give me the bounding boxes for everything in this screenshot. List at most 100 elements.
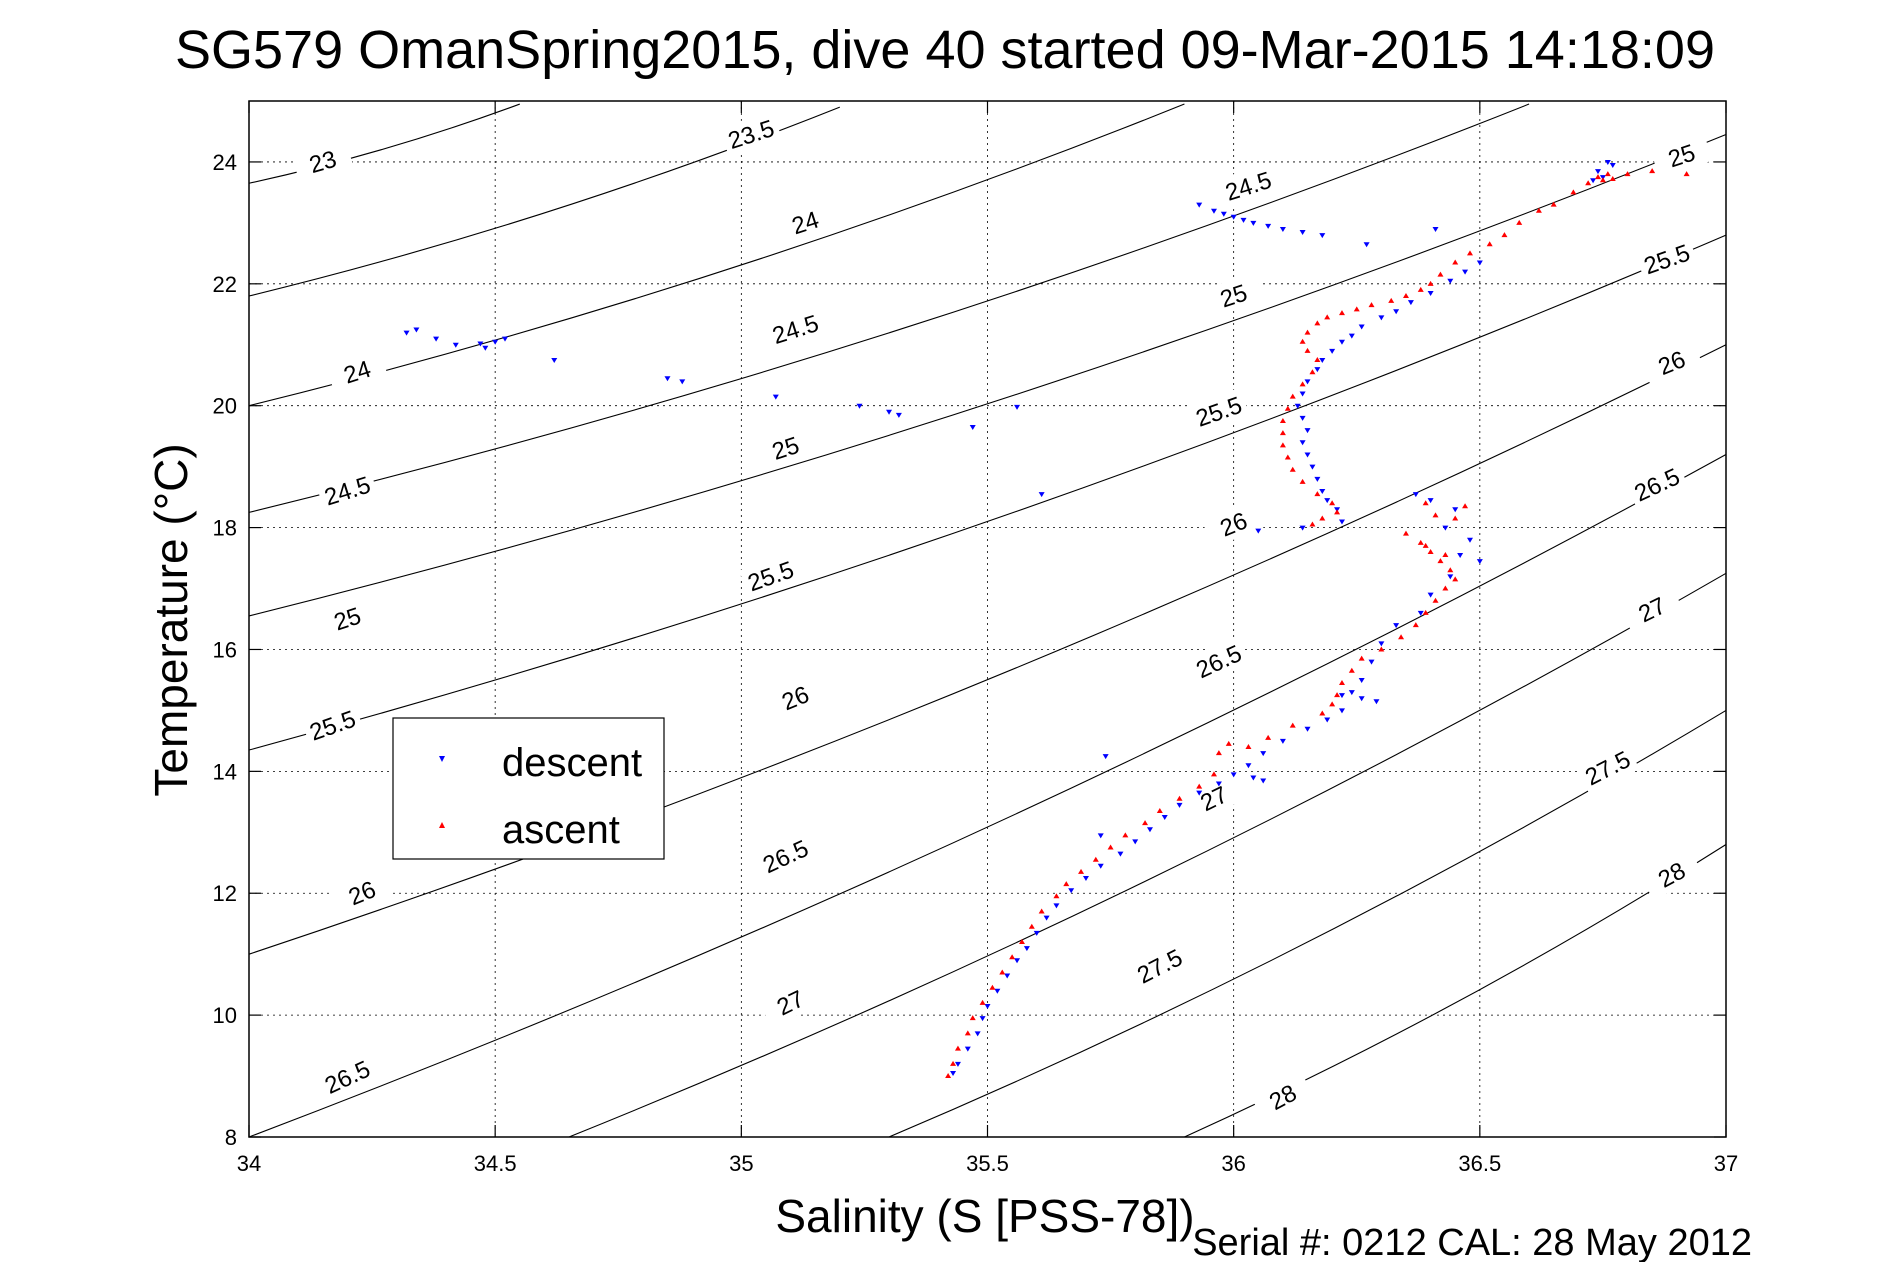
descent-point bbox=[1338, 693, 1345, 699]
ascent-point bbox=[954, 1045, 961, 1051]
descent-point bbox=[1260, 778, 1267, 784]
ascent-point bbox=[1304, 347, 1311, 353]
y-tick-label: 10 bbox=[213, 1003, 237, 1028]
ascent-point bbox=[1314, 357, 1321, 362]
ascent-point bbox=[1427, 280, 1434, 286]
ascent-point bbox=[1304, 329, 1311, 335]
descent-point bbox=[1432, 226, 1439, 232]
descent-point bbox=[664, 376, 671, 382]
contour-label-mask bbox=[754, 424, 817, 471]
x-tick-label: 35 bbox=[729, 1151, 753, 1176]
descent-point bbox=[502, 336, 509, 342]
ascent-point bbox=[969, 1015, 976, 1021]
contour-label: 25.5 bbox=[745, 556, 798, 597]
ascent-point bbox=[1063, 881, 1070, 887]
descent-point bbox=[1068, 888, 1075, 894]
x-tick-label: 34.5 bbox=[474, 1151, 517, 1176]
ascent-point bbox=[1649, 168, 1656, 174]
descent-point bbox=[1358, 677, 1365, 683]
ascent-point bbox=[1412, 622, 1419, 628]
descent-point bbox=[1363, 242, 1370, 248]
descent-point bbox=[1368, 659, 1375, 665]
descent-point bbox=[1146, 827, 1153, 833]
descent-point bbox=[1299, 230, 1306, 236]
descent-point bbox=[1319, 489, 1326, 495]
y-tick-label: 14 bbox=[213, 759, 237, 784]
descent-point bbox=[1014, 958, 1021, 964]
ascent-point bbox=[1279, 417, 1286, 423]
ascent-point bbox=[1309, 369, 1316, 375]
ascent-point bbox=[1319, 515, 1326, 521]
descent-point bbox=[1427, 592, 1434, 598]
descent-point bbox=[1215, 781, 1222, 787]
descent-point bbox=[1014, 404, 1021, 410]
ascent-point bbox=[1299, 381, 1306, 387]
sigma-contour-24.5 bbox=[248, 103, 1530, 513]
ascent-point bbox=[1432, 597, 1439, 603]
contour-label-mask bbox=[739, 552, 802, 599]
series-descent bbox=[403, 159, 1616, 1077]
descent-point bbox=[403, 330, 410, 336]
ascent-point bbox=[1437, 271, 1444, 277]
ascent-point bbox=[1442, 552, 1449, 558]
descent-point bbox=[482, 345, 489, 351]
descent-point bbox=[1102, 754, 1109, 760]
ascent-point bbox=[1402, 530, 1409, 536]
contour-label-mask bbox=[330, 867, 394, 917]
ascent-point bbox=[1284, 405, 1291, 411]
contour-label-mask bbox=[1127, 939, 1192, 992]
descent-point bbox=[969, 425, 976, 431]
ascent-point bbox=[1516, 219, 1523, 225]
descent-point bbox=[1161, 815, 1168, 821]
contour-label: 25.5 bbox=[306, 706, 359, 747]
contour-label-mask bbox=[1624, 458, 1689, 510]
ascent-point bbox=[1009, 954, 1016, 960]
x-tick-label: 37 bbox=[1714, 1151, 1738, 1176]
descent-point bbox=[1590, 178, 1597, 184]
sigma-contour-27 bbox=[568, 572, 1727, 1138]
ascent-point bbox=[1501, 232, 1508, 238]
sigma-contour-25 bbox=[248, 134, 1727, 617]
ascent-point bbox=[1466, 250, 1473, 256]
contour-label-mask bbox=[1186, 635, 1251, 687]
ascent-point bbox=[1225, 740, 1232, 746]
descent-point bbox=[452, 342, 459, 348]
x-tick-label: 36 bbox=[1221, 1151, 1245, 1176]
ascent-point bbox=[1599, 177, 1606, 183]
descent-point bbox=[1082, 876, 1089, 881]
descent-point bbox=[1304, 428, 1311, 434]
descent-point bbox=[1260, 751, 1267, 757]
descent-point bbox=[1132, 839, 1139, 845]
ascent-point bbox=[1279, 430, 1286, 436]
ascent-point bbox=[1338, 679, 1345, 685]
ascent-point bbox=[1142, 820, 1149, 826]
ascent-point bbox=[1215, 750, 1222, 756]
descent-point bbox=[551, 358, 558, 363]
descent-point bbox=[1033, 930, 1040, 936]
descent-point bbox=[1378, 641, 1385, 647]
descent-point bbox=[1097, 833, 1104, 839]
descent-point bbox=[1304, 379, 1311, 385]
descent-point bbox=[1279, 738, 1286, 744]
descent-point bbox=[1447, 278, 1454, 284]
y-tick-label: 16 bbox=[213, 637, 237, 662]
descent-point bbox=[994, 988, 1001, 994]
descent-point bbox=[1004, 973, 1011, 979]
descent-point bbox=[477, 341, 484, 347]
descent-point bbox=[1338, 339, 1345, 345]
sigma-contour-26 bbox=[248, 344, 1727, 955]
descent-point bbox=[1299, 525, 1306, 531]
descent-point bbox=[1476, 260, 1483, 266]
descent-point bbox=[1294, 403, 1301, 409]
descent-point bbox=[1378, 315, 1385, 321]
ascent-point bbox=[1289, 466, 1296, 472]
descent-point bbox=[1279, 226, 1286, 232]
ascent-point bbox=[1398, 634, 1405, 640]
descent-point bbox=[1196, 790, 1203, 796]
descent-point bbox=[1210, 208, 1217, 214]
ascent-point bbox=[1309, 521, 1316, 527]
descent-point bbox=[772, 394, 779, 400]
descent-point bbox=[1447, 574, 1454, 580]
descent-point bbox=[433, 336, 440, 342]
ascent-point bbox=[1432, 512, 1439, 518]
